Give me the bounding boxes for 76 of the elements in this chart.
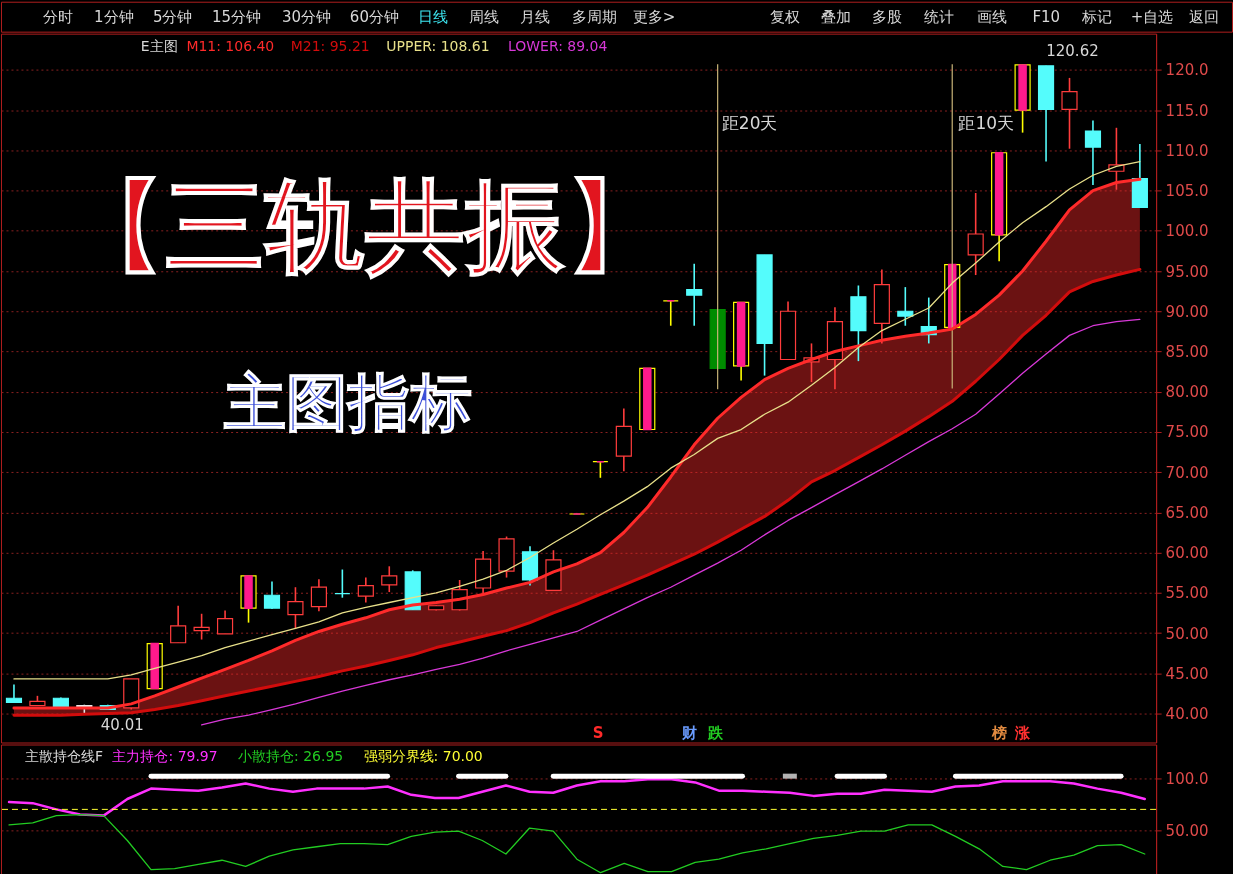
y-tick-label: 55.00: [1165, 584, 1209, 603]
text: 周线: [469, 7, 500, 26]
y-tick-label: 90.00: [1165, 302, 1209, 321]
y-tick-label: 100.0: [1165, 222, 1209, 241]
candlestick: [381, 565, 398, 593]
annotation: 距20天: [721, 112, 778, 133]
candlestick: [170, 604, 187, 644]
candlestick: [357, 576, 374, 604]
text: 小散持仓: 26.95: [238, 748, 344, 765]
y-tick-label: 45.00: [1165, 664, 1209, 683]
y-tick-label: 120.0: [1165, 61, 1209, 80]
candlestick: [334, 568, 351, 599]
line-series: [200, 318, 1141, 726]
text: M21: 95.21: [290, 37, 370, 54]
y-tick-label: 115.0: [1165, 101, 1209, 120]
text: 统计: [924, 7, 955, 26]
text: LOWER: 89.04: [507, 37, 608, 54]
text: 主图指标: [224, 367, 473, 440]
text: UPPER: 108.61: [386, 37, 490, 54]
text: 60分钟: [349, 7, 399, 26]
series-label: 主力持仓: 79.97: [112, 748, 218, 765]
text: 返回: [1189, 7, 1220, 26]
y-tick-label: 50.00: [1165, 624, 1209, 643]
y-tick-label: 100.0: [1165, 769, 1209, 788]
candlestick: [967, 192, 984, 276]
text: 画线: [977, 7, 1008, 26]
text: 月线: [520, 7, 551, 26]
text: 30分钟: [281, 7, 332, 26]
candlestick: [310, 578, 327, 613]
text: 复权: [769, 7, 800, 26]
candlestick: [897, 286, 914, 327]
candlestick: [1061, 77, 1078, 150]
y-tick-label: 110.0: [1165, 141, 1209, 160]
text: F10: [1032, 7, 1061, 26]
candlestick: [686, 262, 703, 327]
y-tick-label: 60.00: [1165, 544, 1209, 563]
annotation: S: [592, 723, 604, 742]
annotation: 涨: [1013, 723, 1031, 742]
y-tick-label: 80.00: [1165, 383, 1209, 402]
text: 多周期: [571, 7, 617, 26]
text: 5分钟: [152, 7, 193, 26]
annotation: 距10天: [958, 112, 1015, 133]
ref-line-label: 强弱分界线: 70.00: [363, 748, 483, 765]
text: 多股: [871, 7, 902, 26]
annotation: 跌: [707, 723, 725, 742]
candlestick: [216, 609, 234, 635]
y-tick-label: 65.00: [1165, 503, 1209, 522]
text: 【三轨共振】: [65, 168, 666, 286]
text: +自选: [1130, 7, 1174, 26]
text: 1分钟: [94, 7, 134, 26]
legend-title: 主散持仓线F: [24, 748, 104, 765]
candlestick: [263, 580, 281, 610]
y-tick-label: 50.00: [1165, 821, 1209, 840]
text: M11: 106.40: [186, 37, 275, 54]
annotation: 财: [681, 723, 698, 742]
annotation: 120.62: [1046, 41, 1099, 60]
text: 15分钟: [212, 7, 262, 26]
line-series: [7, 778, 1147, 817]
text: 日线: [418, 7, 449, 26]
text: 标记: [1081, 7, 1113, 26]
y-tick-label: 95.00: [1165, 262, 1209, 281]
annotation: 40.01: [100, 715, 144, 734]
legend-title: E主图: [140, 37, 178, 54]
y-tick-label: 105.0: [1165, 182, 1209, 201]
candlestick: [193, 612, 210, 641]
candlestick: [1084, 119, 1102, 186]
text: 叠加: [820, 7, 851, 26]
y-tick-label: 40.00: [1165, 705, 1209, 724]
y-tick-label: 75.00: [1165, 423, 1209, 442]
line-series: [8, 813, 1146, 874]
candlestick: [287, 586, 304, 630]
annotation: 榜: [990, 723, 1007, 742]
text: 分时: [42, 7, 73, 26]
text: 更多>: [632, 7, 676, 26]
y-tick-label: 70.00: [1165, 463, 1209, 482]
y-tick-label: 85.00: [1165, 342, 1209, 361]
